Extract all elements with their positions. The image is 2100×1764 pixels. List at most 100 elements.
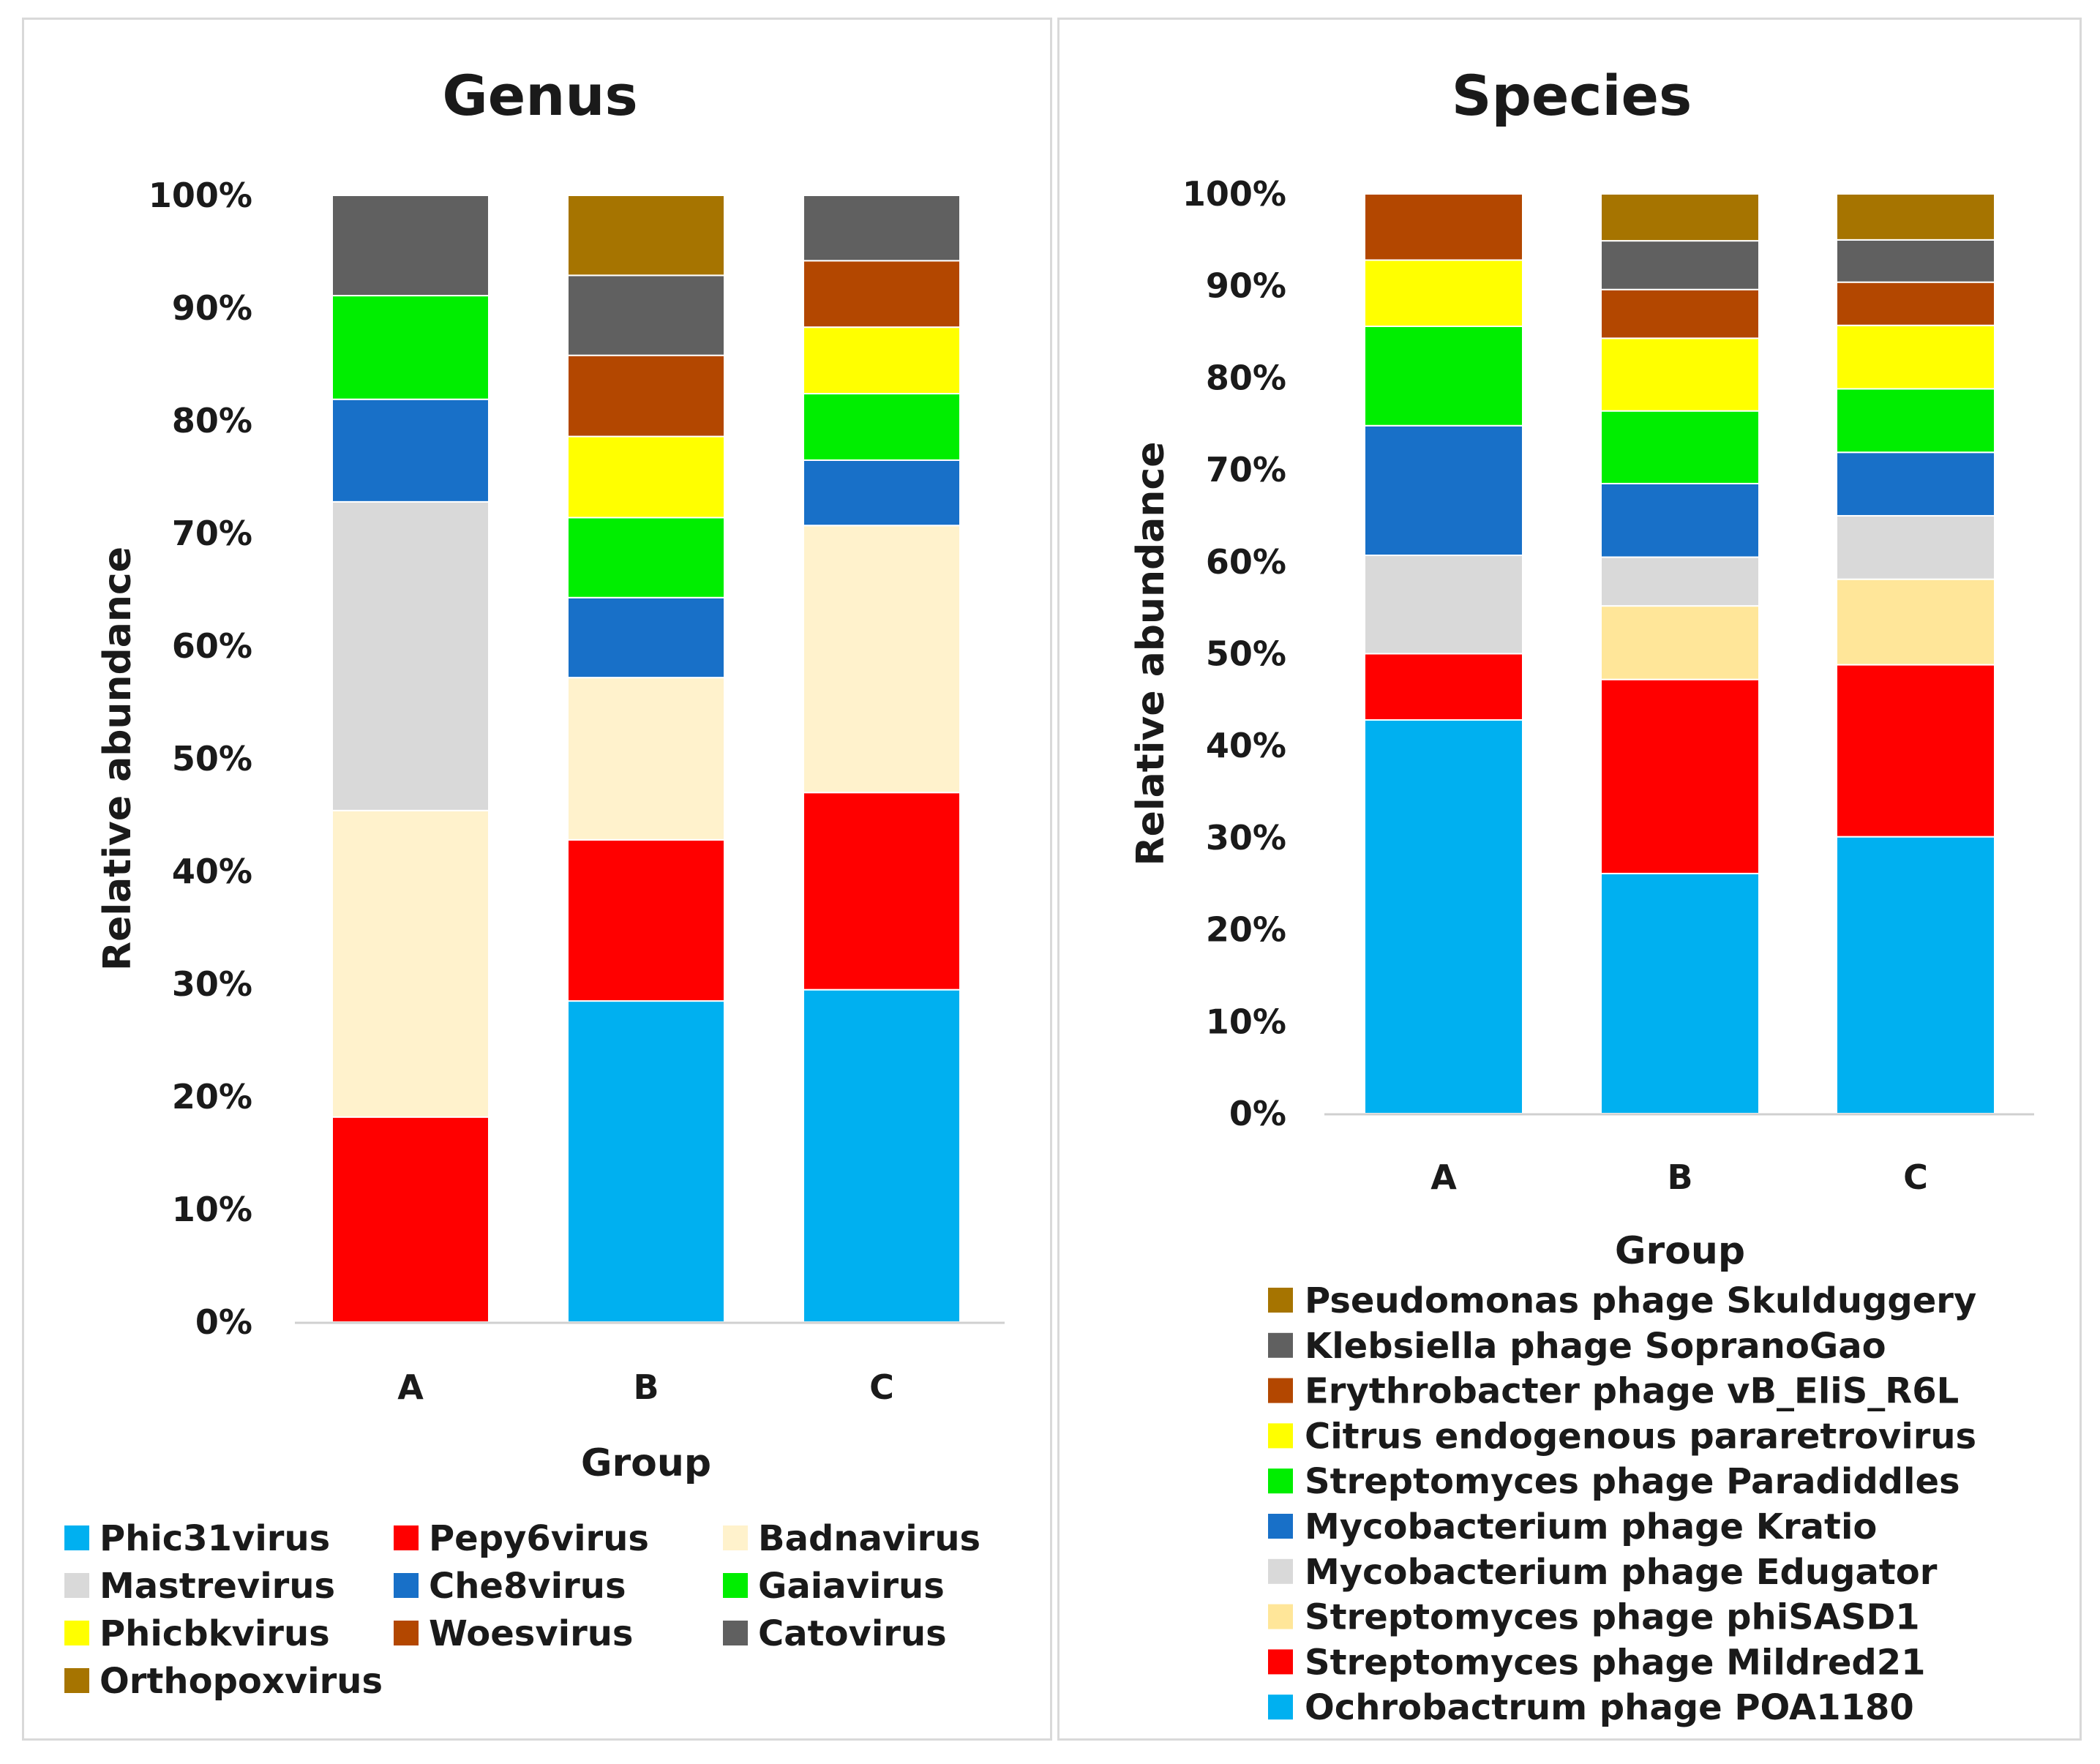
legend-label-gaiavirus: Gaiavirus: [758, 1566, 945, 1607]
legend-swatch-phicbkvirus: [64, 1621, 89, 1645]
bar-segment-b-ochrobactrum-phage-poa1180: [1600, 872, 1760, 1114]
legend-swatch-gaiavirus: [723, 1573, 748, 1598]
x-tick-label: C: [1903, 1157, 1928, 1197]
legend-swatch-klebsiella-phage-sopranogao: [1268, 1332, 1293, 1358]
bar-segment-a-erythrobacter-phage-vb-elis-r6l: [1364, 193, 1523, 261]
bar-segment-a-pepy6virus: [331, 1116, 490, 1323]
x-tick-label: B: [633, 1367, 659, 1407]
y-tick-label: 100%: [149, 176, 252, 215]
bar-segment-c-badnavirus: [803, 525, 961, 794]
bar-segment-a-mastrevirus: [331, 500, 490, 811]
bar-segment-b-catovirus: [567, 274, 725, 356]
x-axis-label: Group: [581, 1441, 711, 1485]
x-tick-label: A: [397, 1367, 424, 1407]
legend-swatch-mycobacterium-phage-kratio: [1268, 1514, 1293, 1539]
legend-swatch-orthopoxvirus: [64, 1668, 89, 1693]
y-axis-label: Relative abundance: [1129, 442, 1173, 866]
x-axis-label: Group: [1615, 1229, 1745, 1273]
bar-segment-b-streptomyces-phage-mildred21: [1600, 678, 1760, 874]
legend-swatch-streptomyces-phage-mildred21: [1268, 1649, 1293, 1675]
y-tick-label: 20%: [172, 1077, 252, 1116]
legend-swatch-streptomyces-phage-paradiddles: [1268, 1468, 1293, 1494]
bar-segment-b-phic31virus: [567, 1000, 725, 1323]
y-tick-label: 80%: [172, 401, 252, 440]
bar-segment-a-streptomyces-phage-paradiddles: [1364, 326, 1523, 427]
bar-segment-b-klebsiella-phage-sopranogao: [1600, 240, 1760, 290]
bar-segment-c-gaiavirus: [803, 393, 961, 461]
legend-label-mycobacterium-phage-kratio: Mycobacterium phage Kratio: [1305, 1506, 1877, 1547]
species-chart: Species 0% 10% 20% 30% 40% 50% 60% 70% 80% 90% 100%…: [1129, 63, 2034, 1728]
bar-segment-b-phicbkvirus: [567, 435, 725, 519]
y-tick-label: 40%: [172, 852, 252, 891]
y-tick-label: 90%: [1206, 266, 1286, 306]
legend-swatch-erythrobacter-phage-vb-elis-r6l: [1268, 1378, 1293, 1403]
bar-segment-b-erythrobacter-phage-vb-elis-r6l: [1600, 288, 1760, 339]
y-tick-label: 80%: [1206, 358, 1286, 397]
bar-segment-b-streptomyces-phage-phisasd1: [1600, 605, 1760, 680]
y-tick-label: 0%: [195, 1302, 252, 1342]
bar-segment-c-mycobacterium-phage-edugator: [1836, 514, 1995, 580]
legend-label-pepy6virus: Pepy6virus: [429, 1518, 649, 1559]
legend-swatch-badnavirus: [723, 1525, 748, 1550]
legend-label-phic31virus: Phic31virus: [100, 1518, 330, 1559]
bar-segment-a-catovirus: [331, 195, 490, 297]
x-tick-label: A: [1430, 1157, 1457, 1197]
bar-segment-a-ochrobactrum-phage-poa1180: [1364, 719, 1523, 1114]
legend-swatch-catovirus: [723, 1621, 748, 1645]
y-tick-label: 50%: [172, 739, 252, 778]
chart-title: Species: [1452, 63, 1692, 128]
bar-segment-b-pepy6virus: [567, 838, 725, 1002]
legend-label-mastrevirus: Mastrevirus: [100, 1566, 335, 1607]
y-tick-label: 100%: [1182, 174, 1286, 214]
bar-segment-b-pseudomonas-phage-skulduggery: [1600, 193, 1760, 242]
bar-segment-c-streptomyces-phage-phisasd1: [1836, 578, 1995, 666]
bar-segment-b-badnavirus: [567, 677, 725, 841]
bar-segment-c-streptomyces-phage-paradiddles: [1836, 388, 1995, 454]
legend-label-citrus-endogenous-pararetrovirus: Citrus endogenous pararetrovirus: [1305, 1416, 1976, 1457]
legend-label-woesvirus: Woesvirus: [429, 1613, 634, 1654]
y-tick-label: 0%: [1229, 1094, 1286, 1133]
legend-label-streptomyces-phage-phisasd1: Streptomyces phage phiSASD1: [1305, 1597, 1920, 1638]
bar-segment-c-pseudomonas-phage-skulduggery: [1836, 193, 1995, 241]
bar-segment-c-citrus-endogenous-pararetrovirus: [1836, 324, 1995, 390]
y-tick-label: 70%: [1206, 450, 1286, 489]
legend-label-mycobacterium-phage-edugator: Mycobacterium phage Edugator: [1305, 1552, 1938, 1593]
bar-segment-c-pepy6virus: [803, 792, 961, 991]
bar-segment-b-citrus-endogenous-pararetrovirus: [1600, 337, 1760, 412]
y-tick-label: 90%: [172, 288, 252, 328]
y-tick-label: 20%: [1206, 910, 1286, 950]
bar-segment-c-mycobacterium-phage-kratio: [1836, 451, 1995, 517]
chart-title: Genus: [442, 63, 637, 128]
legend-label-ochrobactrum-phage-poa1180: Ochrobactrum phage POA1180: [1305, 1687, 1914, 1728]
legend-label-klebsiella-phage-sopranogao: Klebsiella phage SopranoGao: [1305, 1326, 1886, 1367]
legend-label-catovirus: Catovirus: [758, 1613, 947, 1654]
legend-swatch-pepy6virus: [394, 1525, 419, 1550]
y-tick-label: 70%: [172, 514, 252, 553]
legend-swatch-mastrevirus: [64, 1573, 89, 1598]
bar-segment-c-che8virus: [803, 459, 961, 527]
y-tick-label: 60%: [1206, 542, 1286, 582]
bar-segment-a-citrus-endogenous-pararetrovirus: [1364, 259, 1523, 328]
y-tick-label: 60%: [172, 626, 252, 666]
y-tick-label: 10%: [1206, 1002, 1286, 1041]
bar-segment-a-streptomyces-phage-mildred21: [1364, 653, 1523, 721]
legend-label-erythrobacter-phage-vb-elis-r6l: Erythrobacter phage vB_EliS_R6L: [1305, 1371, 1959, 1412]
bar-segment-b-streptomyces-phage-paradiddles: [1600, 410, 1760, 484]
y-tick-label: 30%: [172, 964, 252, 1004]
legend-swatch-ochrobactrum-phage-poa1180: [1268, 1694, 1293, 1720]
legend-swatch-pseudomonas-phage-skulduggery: [1268, 1288, 1293, 1313]
bar-segment-b-woesvirus: [567, 354, 725, 438]
legend-swatch-phic31virus: [64, 1525, 89, 1550]
genus-chart: Genus 0% 10% 20% 30% 40% 50% 60% 70% 80% 90% 100% Re…: [64, 63, 1005, 1702]
bar-segment-c-ochrobactrum-phage-poa1180: [1836, 836, 1995, 1114]
legend-label-streptomyces-phage-mildred21: Streptomyces phage Mildred21: [1305, 1642, 1926, 1683]
genus-chart-panel: Genus 0% 10% 20% 30% 40% 50% 60% 70% 80% 90% 100% Re…: [22, 18, 1052, 1741]
legend-swatch-che8virus: [394, 1573, 419, 1598]
y-tick-label: 30%: [1206, 818, 1286, 857]
y-tick-label: 10%: [172, 1190, 252, 1229]
bar-segment-c-woesvirus: [803, 260, 961, 329]
bar-segment-b-orthopoxvirus: [567, 195, 725, 277]
bar-segment-c-phicbkvirus: [803, 326, 961, 395]
bar-segment-a-gaiavirus: [331, 295, 490, 400]
y-axis-label: Relative abundance: [96, 547, 140, 971]
